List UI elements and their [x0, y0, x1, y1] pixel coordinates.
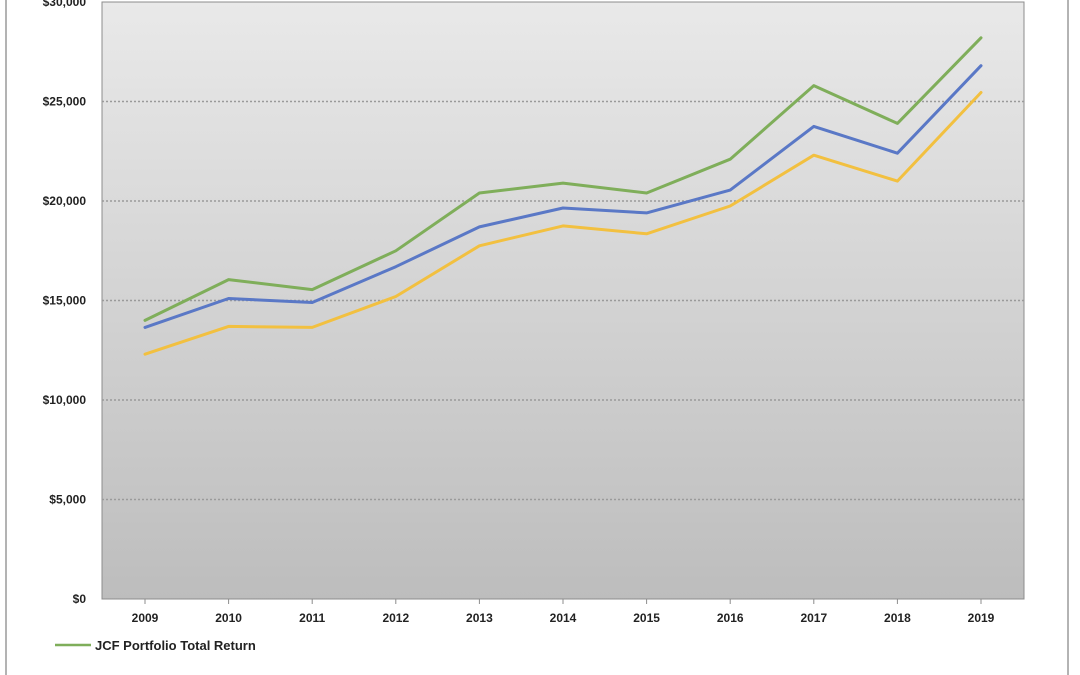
data-point: [896, 179, 899, 183]
data-point: [227, 325, 230, 328]
data-point: [645, 191, 648, 195]
data-point: [478, 244, 481, 247]
data-point: [394, 295, 397, 298]
y-tick-label: $30,000: [43, 0, 87, 9]
legend: JCF Portfolio Total Return: [55, 638, 256, 653]
data-point: [896, 122, 899, 125]
data-point: [143, 326, 147, 329]
x-tick-label: 2013: [466, 611, 493, 625]
grid-lines: [102, 100, 1024, 501]
data-point: [979, 91, 983, 94]
x-tick-label: 2010: [215, 611, 242, 625]
data-point: [645, 211, 648, 215]
data-point: [645, 232, 648, 236]
data-point: [979, 64, 983, 67]
axis-ticks: $0 $5,000 $10,000 $15,000 $20,000 $25,000 $30,…: [43, 0, 995, 625]
data-point: [394, 265, 397, 268]
data-point: [812, 84, 815, 87]
y-tick-label: $5,000: [49, 493, 86, 507]
x-tick-label: 2016: [717, 611, 744, 625]
data-point: [227, 278, 230, 281]
data-point: [812, 154, 815, 157]
data-point: [561, 206, 565, 210]
x-tick-label: 2015: [633, 611, 660, 625]
y-tick-label: $10,000: [43, 393, 87, 407]
data-point: [729, 158, 732, 161]
y-tick-label: $25,000: [43, 95, 87, 109]
data-point: [478, 225, 481, 229]
x-tick-label: 2011: [299, 611, 325, 625]
data-point: [729, 204, 732, 208]
data-point: [478, 191, 481, 195]
data-point: [394, 249, 397, 252]
data-point: [561, 181, 565, 185]
data-point: [561, 224, 565, 228]
y-tick-label: $0: [73, 592, 87, 606]
data-point: [143, 353, 147, 356]
x-tick-label: 2014: [550, 611, 577, 625]
data-point: [143, 319, 147, 322]
y-tick-label: $20,000: [43, 194, 87, 208]
data-point: [729, 188, 732, 192]
data-point: [311, 326, 314, 329]
x-tick-label: 2009: [132, 611, 159, 625]
x-tick-label: 2017: [800, 611, 827, 625]
data-point: [311, 288, 314, 291]
data-point: [896, 152, 899, 155]
data-point: [311, 301, 314, 304]
data-point: [979, 36, 983, 40]
x-tick-label: 2018: [884, 611, 911, 625]
x-tick-label: 2019: [968, 611, 995, 625]
x-tick-label: 2012: [382, 611, 409, 625]
data-point: [812, 125, 815, 128]
y-tick-label: $15,000: [43, 294, 87, 308]
series-lines: [143, 36, 983, 356]
data-point: [227, 297, 230, 300]
outer-frame: [5, 0, 1069, 675]
legend-label: JCF Portfolio Total Return: [95, 638, 256, 653]
